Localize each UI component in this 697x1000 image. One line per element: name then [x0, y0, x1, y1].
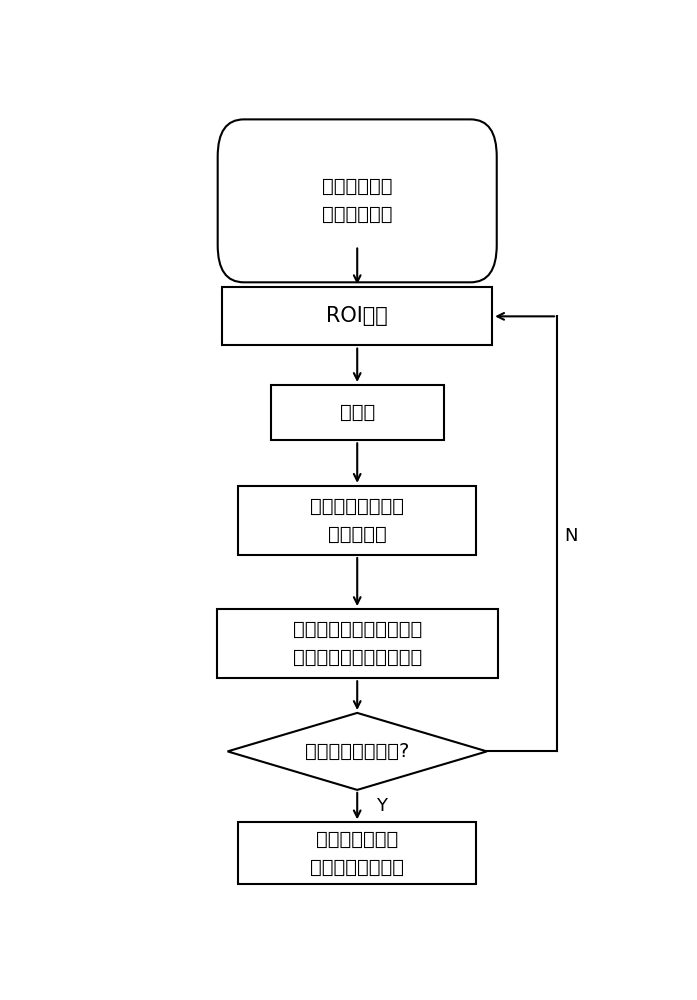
Bar	[238, 486, 476, 555]
Text: ROI提取: ROI提取	[326, 306, 388, 326]
Text: 根据预设样本数
量，随机抽取样本: 根据预设样本数 量，随机抽取样本	[310, 830, 404, 877]
Text: 输入序列光谱
样本选择开始: 输入序列光谱 样本选择开始	[322, 177, 392, 224]
Bar	[217, 609, 498, 678]
Bar	[222, 287, 492, 345]
Text: N: N	[564, 527, 577, 545]
Text: Y: Y	[376, 797, 387, 815]
Polygon shape	[227, 713, 487, 790]
Text: 预处理: 预处理	[339, 403, 375, 422]
FancyBboxPatch shape	[217, 119, 497, 282]
Bar	[238, 822, 476, 884]
Text: 逐帧扫描序列图像，遍历
满足预设条件的所有子块: 逐帧扫描序列图像，遍历 满足预设条件的所有子块	[293, 620, 422, 667]
Text: 位置是否偏差过大?: 位置是否偏差过大?	[305, 742, 409, 761]
Text: 设定样本数量、位
置偏差阈值: 设定样本数量、位 置偏差阈值	[310, 497, 404, 544]
Bar	[270, 385, 443, 440]
